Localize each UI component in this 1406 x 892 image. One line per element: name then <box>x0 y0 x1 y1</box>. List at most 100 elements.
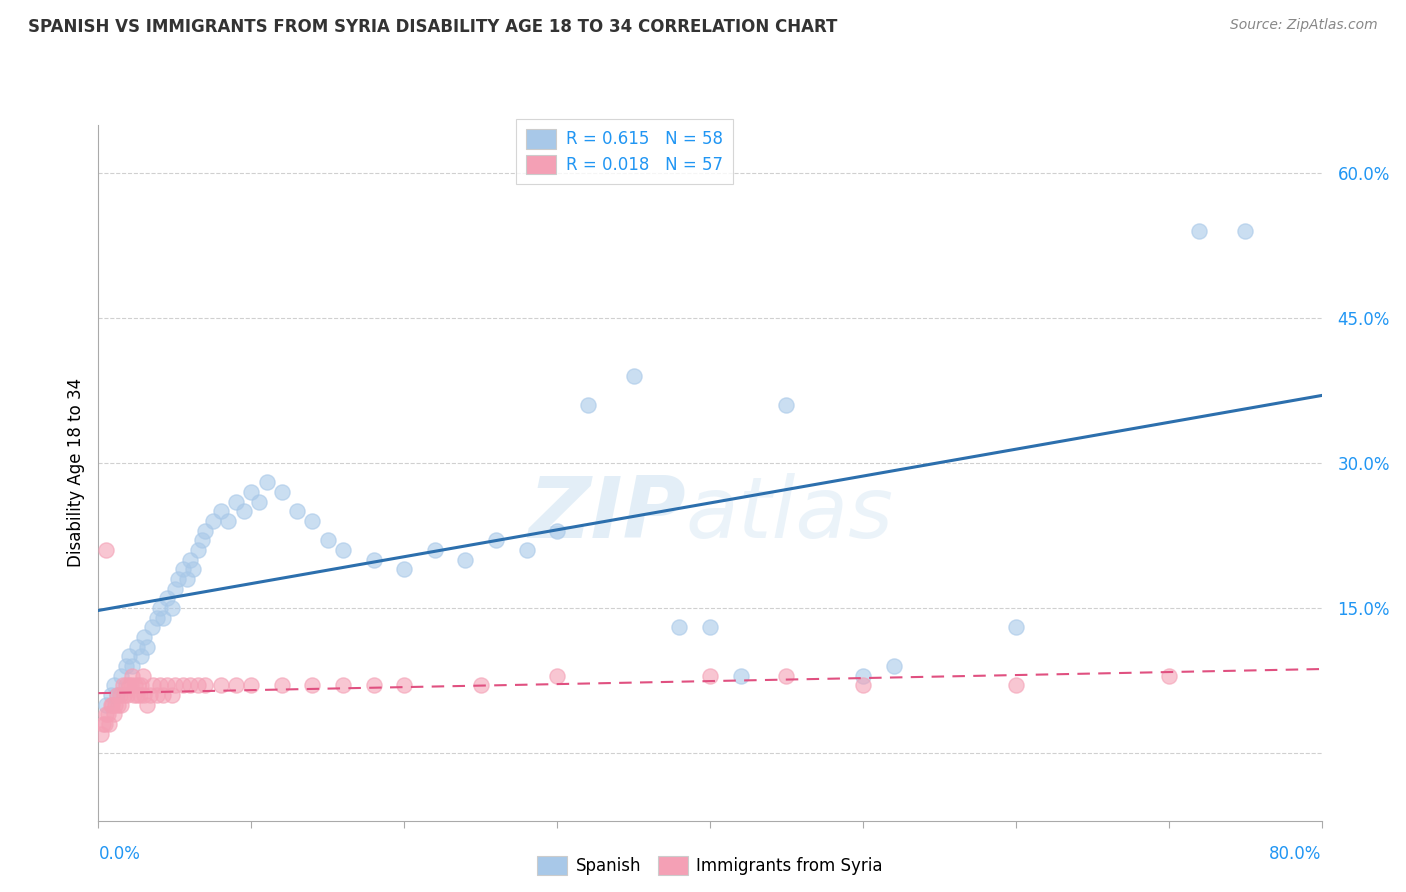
Point <box>136 640 159 654</box>
Point <box>94 698 117 712</box>
Point <box>152 688 174 702</box>
Point <box>90 726 112 740</box>
Point <box>167 572 190 586</box>
Point <box>136 698 159 712</box>
Point <box>121 659 143 673</box>
Point <box>121 669 143 683</box>
Point <box>145 688 167 702</box>
Point <box>883 659 905 673</box>
Point <box>141 620 163 634</box>
Point <box>129 678 152 692</box>
Point <box>94 707 117 722</box>
Y-axis label: Disability Age 18 to 34: Disability Age 18 to 34 <box>66 378 84 567</box>
Point <box>172 678 194 692</box>
Point <box>285 504 308 518</box>
Point <box>103 707 125 722</box>
Point <box>128 688 150 702</box>
Point <box>316 533 339 548</box>
Point <box>301 678 323 692</box>
Point <box>256 475 278 490</box>
Point <box>111 678 134 692</box>
Point <box>546 524 568 538</box>
Point <box>160 688 183 702</box>
Point <box>118 649 141 664</box>
Point <box>332 543 354 558</box>
Point <box>852 669 875 683</box>
Point <box>97 707 120 722</box>
Point <box>127 678 149 692</box>
Point <box>1234 224 1257 238</box>
Point <box>145 611 167 625</box>
Point <box>152 611 174 625</box>
Point <box>118 678 141 692</box>
Point <box>134 688 156 702</box>
Point <box>668 620 690 634</box>
Text: atlas: atlas <box>686 473 894 556</box>
Point <box>775 398 797 412</box>
Point <box>202 514 225 528</box>
Point <box>179 678 201 692</box>
Point <box>91 717 114 731</box>
Point <box>392 562 416 576</box>
Point <box>163 678 186 692</box>
Point <box>160 601 183 615</box>
Point <box>240 485 263 500</box>
Point <box>191 533 214 548</box>
Point <box>187 543 209 558</box>
Point <box>301 514 323 528</box>
Point <box>142 678 165 692</box>
Point <box>112 688 135 702</box>
Point <box>225 678 247 692</box>
Point <box>101 698 124 712</box>
Text: 0.0%: 0.0% <box>98 845 141 863</box>
Point <box>100 698 122 712</box>
Point <box>209 678 232 692</box>
Point <box>247 494 270 508</box>
Point <box>363 678 385 692</box>
Point <box>179 552 201 567</box>
Point <box>100 688 122 702</box>
Point <box>699 669 721 683</box>
Point <box>163 582 186 596</box>
Point <box>115 659 138 673</box>
Point <box>576 398 599 412</box>
Point <box>103 678 125 692</box>
Text: ZIP: ZIP <box>527 473 686 556</box>
Point <box>93 717 115 731</box>
Point <box>1004 678 1026 692</box>
Point <box>194 524 217 538</box>
Point <box>730 669 752 683</box>
Point <box>94 543 117 558</box>
Point <box>105 688 128 702</box>
Point <box>485 533 508 548</box>
Point <box>194 678 217 692</box>
Point <box>852 678 875 692</box>
Point <box>134 630 156 644</box>
Point <box>132 669 155 683</box>
Point <box>115 678 138 692</box>
Point <box>363 552 385 567</box>
Point <box>125 640 148 654</box>
Point <box>117 688 139 702</box>
Point <box>270 485 292 500</box>
Point <box>470 678 492 692</box>
Point <box>699 620 721 634</box>
Point <box>225 494 247 508</box>
Point <box>122 688 145 702</box>
Point <box>104 698 127 712</box>
Point <box>209 504 232 518</box>
Text: 80.0%: 80.0% <box>1270 845 1322 863</box>
Point <box>125 688 148 702</box>
Text: Source: ZipAtlas.com: Source: ZipAtlas.com <box>1230 18 1378 32</box>
Point <box>176 572 198 586</box>
Point <box>1004 620 1026 634</box>
Point <box>149 678 172 692</box>
Point <box>546 669 568 683</box>
Point <box>105 688 128 702</box>
Point <box>107 698 129 712</box>
Point <box>217 514 239 528</box>
Point <box>775 669 797 683</box>
Point <box>139 688 162 702</box>
Point <box>423 543 446 558</box>
Legend: Spanish, Immigrants from Syria: Spanish, Immigrants from Syria <box>530 849 890 882</box>
